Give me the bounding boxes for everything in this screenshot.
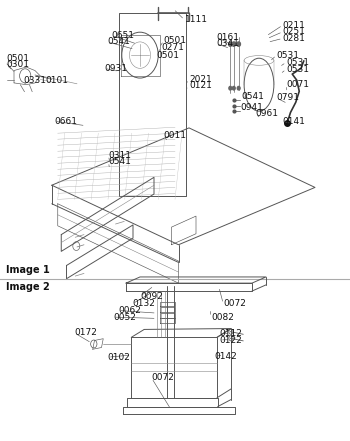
Text: 0541: 0541 [108,157,131,166]
Text: 1111: 1111 [185,15,208,24]
Text: 0121: 0121 [189,82,212,90]
Text: 0072: 0072 [152,374,174,382]
Text: 0661: 0661 [54,117,77,126]
Circle shape [232,42,236,46]
Text: 0052: 0052 [113,313,136,321]
Text: 0541: 0541 [241,92,264,101]
Text: 0301: 0301 [6,60,29,69]
Text: 0791: 0791 [276,93,300,102]
Text: 0082: 0082 [211,313,234,321]
Text: 2021: 2021 [189,75,212,84]
Text: 0651: 0651 [111,31,134,40]
Text: 0071: 0071 [286,80,309,89]
Text: 0141: 0141 [283,117,306,126]
Circle shape [229,86,232,90]
Text: 0172: 0172 [75,329,97,337]
Text: 0112: 0112 [220,329,243,338]
Text: 0011: 0011 [164,131,187,140]
Text: 0132: 0132 [132,299,155,308]
Text: 0142: 0142 [215,352,237,361]
Text: 0281: 0281 [283,34,306,43]
Circle shape [232,86,235,90]
Text: 0101: 0101 [46,76,69,85]
Text: 0531: 0531 [276,51,300,60]
Text: 0961: 0961 [256,109,279,118]
Text: 0161: 0161 [216,33,239,41]
Text: 0072: 0072 [223,299,246,308]
Text: 0341: 0341 [216,39,239,48]
Text: Image 2: Image 2 [6,282,50,292]
Text: 0251: 0251 [283,27,306,36]
Text: 0102: 0102 [108,353,131,362]
Circle shape [229,42,232,46]
Text: 0311: 0311 [108,151,132,160]
Text: 0941: 0941 [241,103,264,112]
Text: 0092: 0092 [140,292,163,301]
Text: 0541: 0541 [108,37,131,46]
Text: 0501: 0501 [164,36,187,45]
Text: Image 1: Image 1 [6,265,50,275]
Text: 0122: 0122 [220,336,243,344]
Text: 0931: 0931 [104,64,127,73]
Text: 0062: 0062 [118,306,141,315]
Circle shape [237,86,240,90]
Circle shape [237,42,240,46]
Text: 0501: 0501 [157,51,180,60]
Text: 0531: 0531 [286,58,309,67]
Text: 0331: 0331 [24,76,47,85]
Text: 0531: 0531 [286,65,309,74]
Text: 0501: 0501 [6,54,29,63]
Text: 0211: 0211 [283,21,306,30]
Text: 0271: 0271 [161,43,184,52]
